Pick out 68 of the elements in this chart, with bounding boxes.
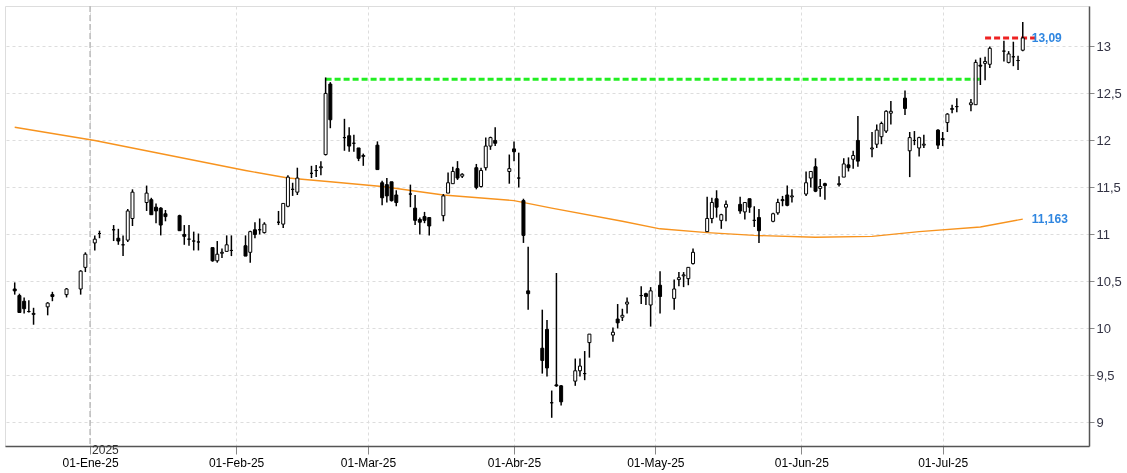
candlestick: [625, 296, 630, 315]
annotation: 13,09: [1031, 30, 1063, 45]
candlestick: [17, 292, 22, 314]
candlestick: [789, 188, 794, 204]
candlestick: [182, 224, 187, 246]
candlestick: [804, 170, 809, 197]
candlestick: [516, 151, 521, 189]
candlestick: [512, 140, 517, 162]
candlestick: [724, 199, 728, 223]
annotation: 11,163: [1031, 212, 1069, 227]
candlestick: [1020, 21, 1025, 52]
candlestick: [507, 153, 512, 185]
y-tick-label: 10,5: [1096, 273, 1122, 289]
x-tick-label: 01-Abr-25: [487, 455, 542, 470]
candlestick: [441, 193, 446, 223]
candlestick: [347, 126, 352, 153]
line-series: [14, 126, 1024, 238]
y-tick-label: 11: [1096, 226, 1110, 242]
x-tick-label: 01-May-25: [627, 455, 685, 470]
candlestick: [408, 183, 413, 208]
y-tick-label: 12,5: [1096, 85, 1122, 101]
candlestick: [413, 194, 418, 226]
y-tick-label: 11,5: [1096, 179, 1121, 195]
candlestick: [672, 278, 677, 311]
candlestick: [658, 270, 663, 315]
x-tick-label: 01-Jul-25: [918, 455, 969, 470]
candlestick: [78, 269, 83, 296]
candlestick: [144, 184, 149, 212]
candlestick: [380, 180, 385, 207]
candlestick: [714, 189, 719, 219]
y-tick-label: 13: [1096, 38, 1111, 54]
candlestick: [191, 230, 196, 252]
candlestick: [526, 245, 531, 311]
candlestick: [870, 131, 875, 159]
candlestick: [573, 357, 578, 387]
candlestick: [295, 166, 300, 196]
x-tick-label: 01-Jun-25: [774, 455, 830, 470]
x-tick-label: 01-Feb-25: [208, 455, 265, 470]
candlestick: [921, 134, 926, 149]
candlestick: [950, 103, 955, 114]
y-tick-label: 12: [1096, 132, 1111, 148]
y-tick-label: 10: [1096, 320, 1111, 336]
candlestick: [756, 208, 761, 244]
candlestick: [318, 160, 323, 176]
candlestick: [219, 247, 224, 259]
x-tick-label: 01-Ene-25: [62, 455, 119, 470]
candlestick: [474, 163, 479, 191]
candlestick: [837, 175, 842, 188]
candlestick: [455, 160, 460, 181]
candlestick: [987, 45, 992, 69]
y-tick-label: 9: [1096, 415, 1104, 430]
candlestick: [615, 303, 620, 330]
ref-line-label: 2025: [92, 443, 120, 457]
candlestick: [903, 89, 907, 116]
candlestick: [610, 326, 615, 343]
candlestick: [705, 196, 710, 233]
candlestick: [446, 171, 451, 194]
candlestick: [540, 308, 545, 375]
candlestick: [648, 286, 653, 328]
candlestick: [587, 333, 592, 359]
candlestick: [855, 115, 860, 168]
x-tick-label: 01-Mar-25: [340, 455, 397, 470]
candlestick: [389, 181, 394, 203]
candlestick: [83, 251, 88, 273]
candlestick: [945, 112, 950, 133]
y-tick-label: 9,5: [1096, 367, 1115, 383]
candlestick: [907, 131, 912, 178]
candlestick: [822, 182, 827, 201]
